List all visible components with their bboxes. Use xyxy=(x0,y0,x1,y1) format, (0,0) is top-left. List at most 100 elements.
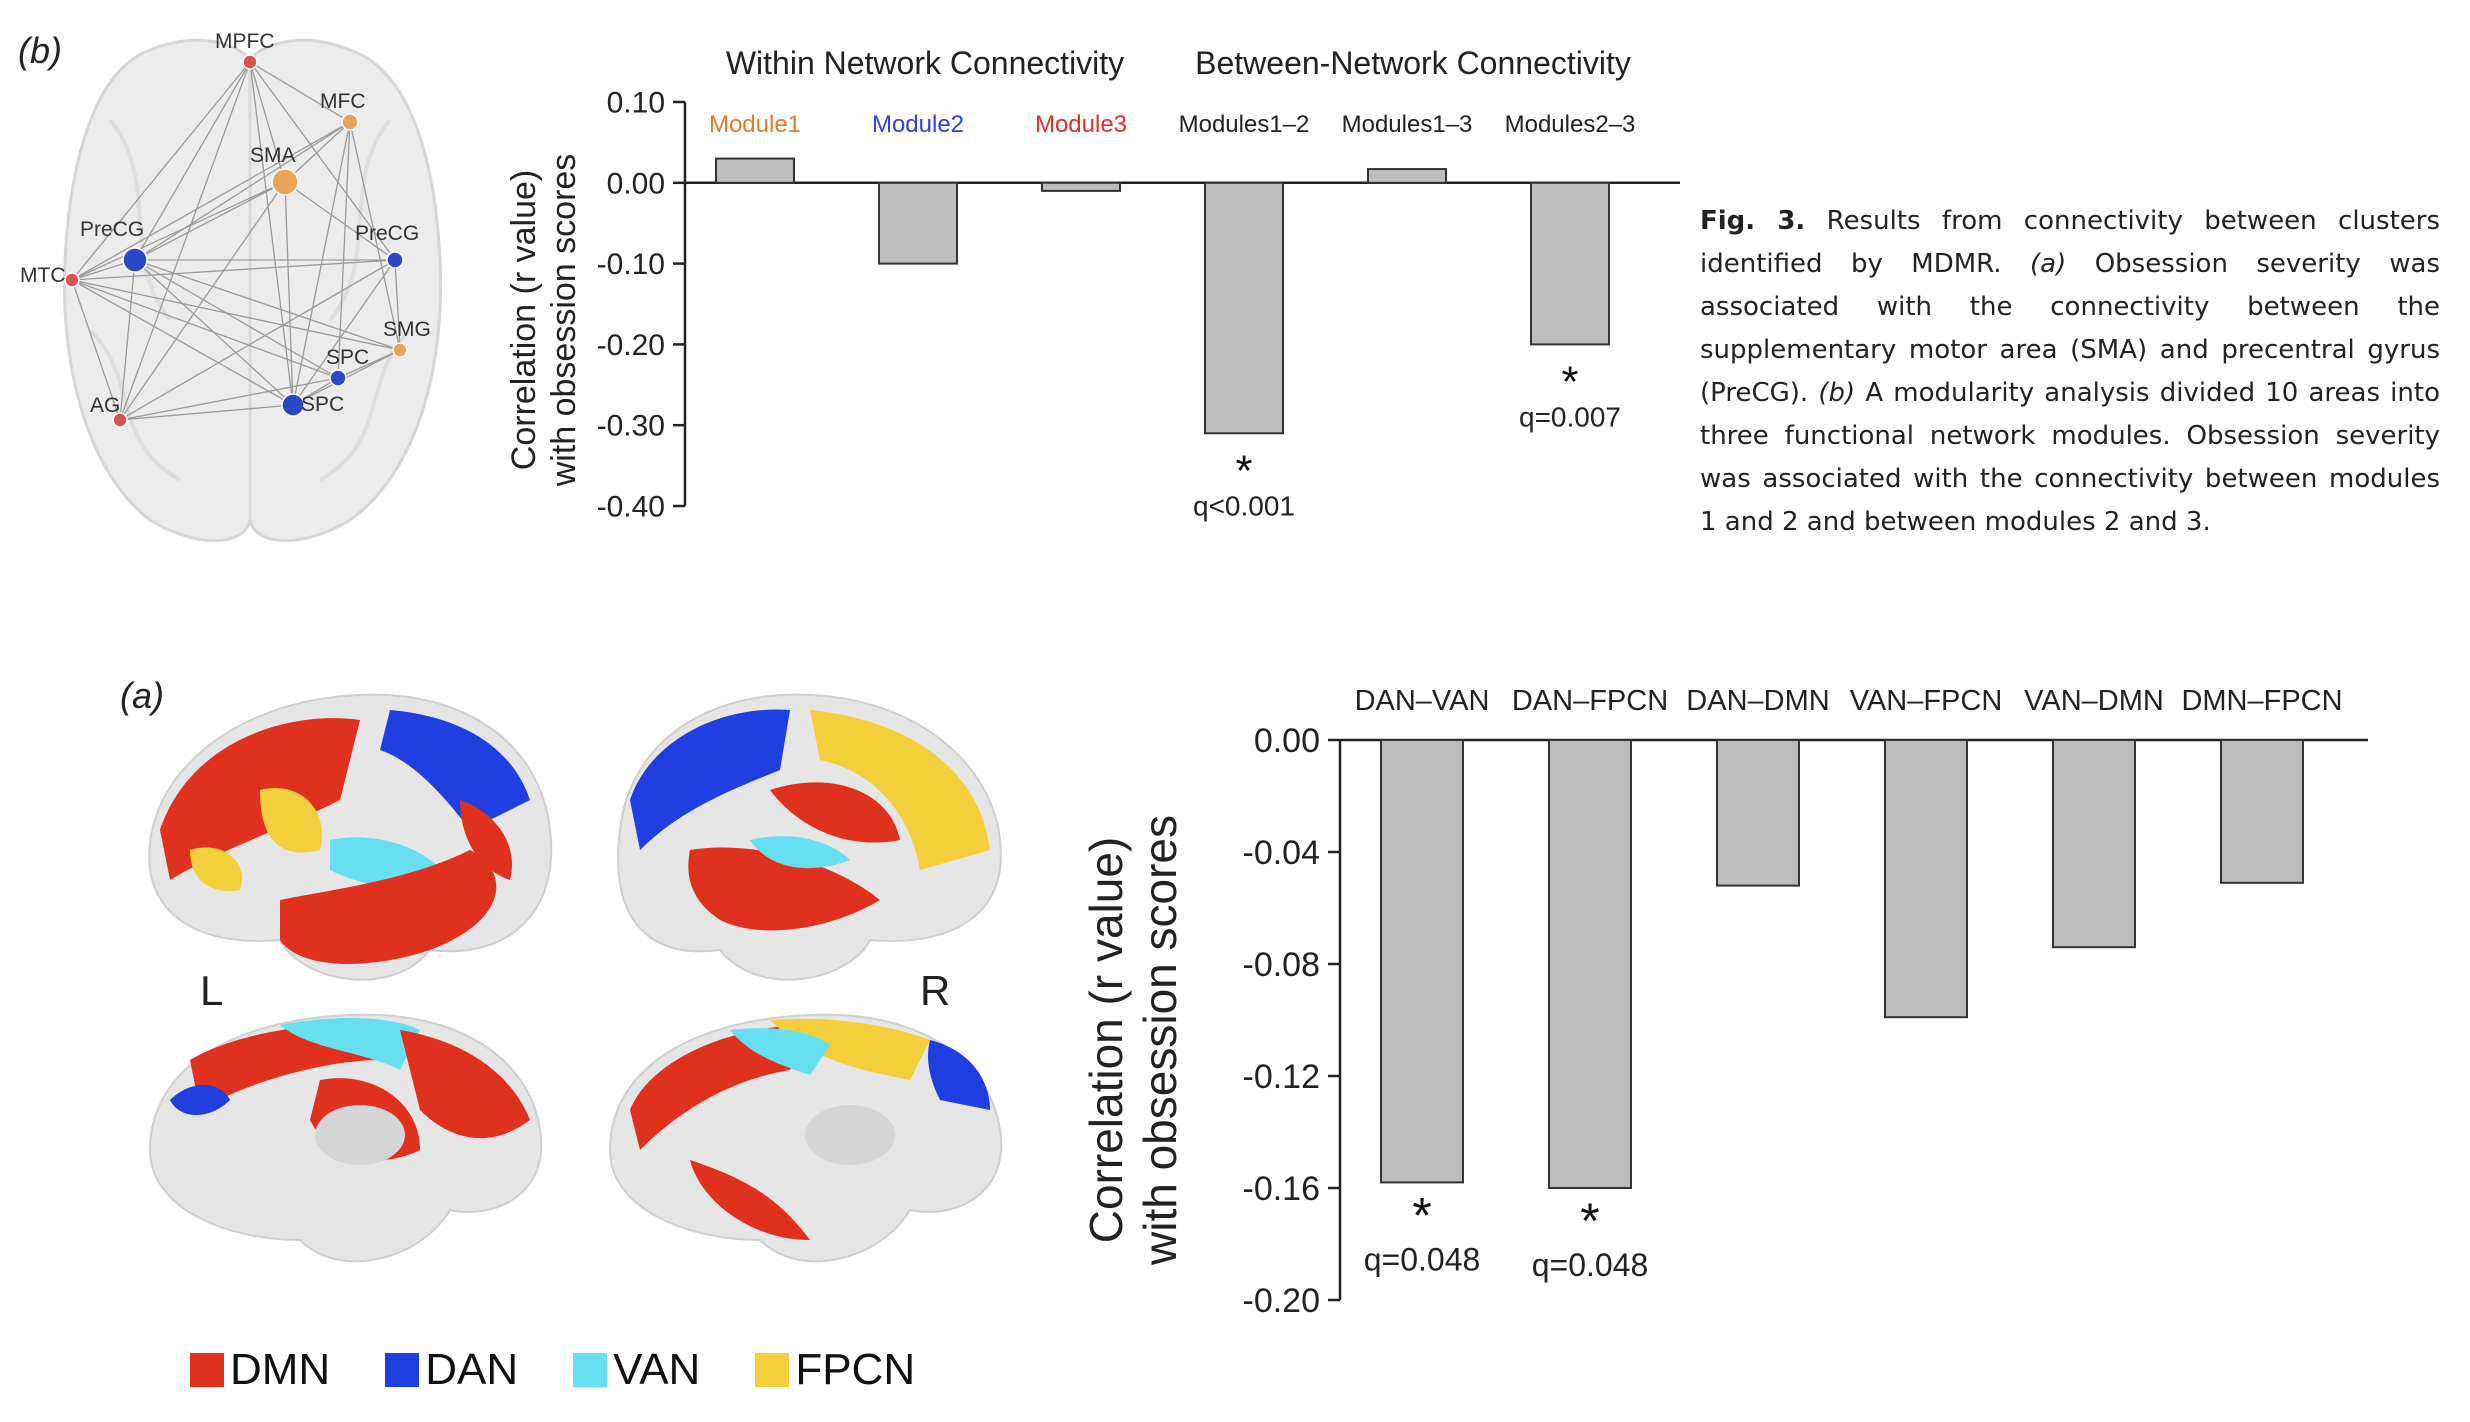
node-label-mtc: MTC xyxy=(20,264,66,287)
bar-dan-van xyxy=(1380,739,1464,1184)
bar-dmn-fpcn xyxy=(2220,739,2304,884)
category-label-dan-fpcn: DAN–FPCN xyxy=(1512,685,1668,717)
node-label-spc: SPC xyxy=(301,393,344,416)
network-edge xyxy=(284,121,351,183)
category-label-dan-van: DAN–VAN xyxy=(1355,685,1490,717)
y-tick-label: -0.30 xyxy=(597,410,665,443)
network-edge xyxy=(284,181,294,406)
node-precg xyxy=(122,247,148,273)
node-label-precg: PreCG xyxy=(355,222,419,245)
network-edge xyxy=(71,259,396,281)
network-edge xyxy=(119,61,251,421)
y-axis-label-line2: with obsession scores xyxy=(1134,815,1186,1266)
q-value-label: q<0.001 xyxy=(1193,490,1295,521)
category-label-van-fpcn: VAN–FPCN xyxy=(1850,685,2003,717)
network-edge xyxy=(119,259,396,421)
y-tick-label: -0.08 xyxy=(1243,946,1321,984)
network-edge xyxy=(134,259,339,379)
category-label-modules1-2: Modules1–2 xyxy=(1179,111,1310,138)
network-pair-connectivity-chart: Correlation (r value) with obsession sco… xyxy=(1080,685,2368,1320)
node-spc xyxy=(329,369,347,387)
network-edge xyxy=(71,279,339,379)
bar-van-fpcn xyxy=(1884,739,1968,1019)
legend-item-dmn: DMN xyxy=(190,1345,330,1395)
bar-dan-dmn xyxy=(1716,739,1800,887)
legend-swatch-van xyxy=(573,1353,608,1387)
legend-swatch-fpcn xyxy=(755,1353,790,1387)
network-edge xyxy=(284,181,396,261)
left-lateral-brain xyxy=(148,693,553,981)
node-spc xyxy=(281,393,305,417)
category-label-modules1-3: Modules1–3 xyxy=(1342,111,1473,138)
y-tick-label: -0.20 xyxy=(1243,1282,1321,1320)
node-ag xyxy=(112,412,128,428)
node-label-precg: PreCG xyxy=(80,218,144,241)
category-label-dan-dmn: DAN–DMN xyxy=(1686,685,1829,717)
bar-module1 xyxy=(715,157,795,184)
caption-text-1: Results from connectivity between cluste… xyxy=(1700,206,2440,279)
y-axis-label-line1: Correlation (r value) xyxy=(1080,837,1132,1243)
y-tick-label: -0.04 xyxy=(1243,834,1321,872)
node-label-mfc: MFC xyxy=(320,90,366,113)
network-edge xyxy=(71,279,121,421)
network-edge xyxy=(71,61,251,281)
network-edge xyxy=(292,259,396,406)
network-edge xyxy=(119,181,286,421)
significance-star: * xyxy=(1412,1187,1431,1243)
bar-van-dmn xyxy=(2052,739,2136,949)
network-nodes: MPFC MFC SMA PreCG MTC PreCG SMG SPC AG SPC xyxy=(20,30,431,428)
bar-modules1-2 xyxy=(1204,181,1284,435)
network-edge xyxy=(71,121,351,281)
node-label-smg: SMG xyxy=(383,318,431,341)
bar-module2 xyxy=(878,181,958,265)
network-legend: DMN DAN VAN FPCN xyxy=(190,1345,970,1395)
y-tick-label: -0.12 xyxy=(1243,1058,1321,1096)
node-label-spc: SPC xyxy=(326,346,369,369)
network-edge xyxy=(292,121,351,406)
significance-star: * xyxy=(1561,357,1578,406)
network-edge xyxy=(134,181,286,261)
node-precg xyxy=(386,251,404,269)
y-tick-label: 0.10 xyxy=(607,87,665,120)
right-hemisphere-label: R xyxy=(920,967,950,1014)
y-tick-label: -0.16 xyxy=(1243,1170,1321,1208)
category-label-module3: Module3 xyxy=(1035,111,1127,138)
cortex-surface-figure: L R xyxy=(148,693,1003,1263)
bar-module3 xyxy=(1041,181,1121,192)
figure-caption: Fig. 3. Results from connectivity betwee… xyxy=(1700,200,2440,544)
network-edge xyxy=(134,61,251,261)
legend-label-van: VAN xyxy=(613,1345,701,1394)
brain-outline xyxy=(62,38,443,543)
panel-a-label: (a) xyxy=(120,675,164,716)
brain-network-figure: MPFC MFC SMA PreCG MTC PreCG SMG SPC AG SPC xyxy=(20,30,443,543)
node-smg xyxy=(392,342,408,358)
group-label-within: Within Network Connectivity xyxy=(726,45,1124,81)
network-edge xyxy=(119,377,339,421)
legend-swatch-dmn xyxy=(190,1353,224,1387)
node-mtc xyxy=(64,272,80,288)
y-tick-label: -0.10 xyxy=(597,248,665,281)
q-value-label: q=0.007 xyxy=(1519,401,1621,432)
significance-star: * xyxy=(1235,446,1252,495)
node-label-mpfc: MPFC xyxy=(215,30,275,53)
left-medial-brain xyxy=(148,1013,543,1263)
legend-item-van: VAN xyxy=(573,1345,700,1395)
caption-b-mark: (b) xyxy=(1818,378,1856,408)
legend-label-dan: DAN xyxy=(425,1345,519,1394)
right-medial-brain xyxy=(608,1013,1003,1263)
legend-label-fpcn: FPCN xyxy=(795,1345,916,1394)
category-label-dmn-fpcn: DMN–FPCN xyxy=(2181,685,2342,717)
category-label-van-dmn: VAN–DMN xyxy=(2024,685,2164,717)
right-lateral-brain xyxy=(617,693,1002,981)
network-edge xyxy=(349,121,401,351)
node-label-ag: AG xyxy=(90,394,120,417)
legend-item-fpcn: FPCN xyxy=(755,1345,915,1395)
module-connectivity-chart: Within Network Connectivity Between-Netw… xyxy=(505,45,1680,524)
significance-star: * xyxy=(1580,1193,1599,1249)
y-tick-label: 0.00 xyxy=(607,167,665,200)
category-label-module2: Module2 xyxy=(872,111,964,138)
category-label-modules2-3: Modules2–3 xyxy=(1505,111,1636,138)
network-edge xyxy=(249,61,351,123)
network-edge xyxy=(394,259,401,351)
q-value-label: q=0.048 xyxy=(1364,1241,1481,1277)
